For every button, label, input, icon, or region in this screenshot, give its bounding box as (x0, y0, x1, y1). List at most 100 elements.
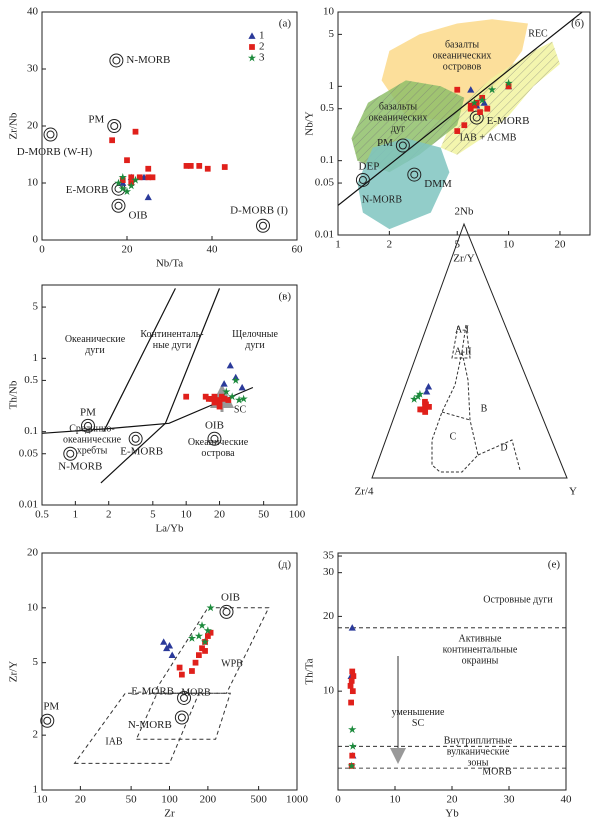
marker (183, 393, 190, 400)
marker (424, 382, 433, 390)
annotation: REC (528, 28, 548, 40)
x-tick-label: 50 (258, 509, 270, 521)
y-tick-label: 1 (33, 784, 39, 796)
marker (136, 174, 143, 181)
x-axis-label: Yb (445, 808, 459, 817)
annotation: IAB + ACMB (459, 132, 517, 144)
marker (196, 163, 203, 169)
reference-label: DMM (424, 178, 452, 190)
field-boundary (451, 325, 471, 359)
marker (467, 102, 474, 109)
y-tick-label: 5 (33, 656, 39, 668)
marker (145, 174, 152, 181)
marker (348, 741, 357, 750)
marker (200, 637, 210, 646)
boundary-line (103, 288, 176, 432)
corner-label: Y (569, 486, 577, 498)
marker (226, 361, 234, 369)
reference-label: N-MORB (126, 54, 170, 66)
reference-point (219, 604, 234, 619)
marker (454, 86, 461, 93)
marker (206, 603, 215, 612)
marker (410, 394, 419, 403)
annotation: MORB (482, 766, 512, 778)
marker (348, 624, 356, 631)
y-tick-label: 0.05 (19, 447, 39, 459)
marker (127, 181, 136, 190)
reference-label: PM (377, 137, 393, 149)
reference-label: E-MORB (487, 115, 530, 127)
marker (207, 629, 214, 636)
x-tick-label: 10 (181, 509, 193, 521)
reference-point-inner (259, 221, 267, 230)
reference-label: E-MORB (131, 686, 174, 698)
reference-point-inner (114, 201, 123, 210)
marker (461, 122, 468, 129)
marker (196, 652, 202, 659)
marker (415, 389, 424, 398)
legend-marker (249, 44, 255, 50)
marker (228, 392, 237, 401)
annotation: уменьшение SC (391, 707, 445, 729)
x-tick-label: 100 (161, 794, 178, 806)
annotation: Срединно- океанические хребты (62, 423, 122, 457)
plot-frame (41, 284, 298, 506)
marker (423, 388, 431, 395)
y-tick-label: 30 (27, 63, 39, 75)
x-tick-label: 10 (503, 239, 515, 251)
legend-marker (247, 53, 257, 62)
annotation: Активные континентальные окраины (442, 633, 518, 667)
x-tick-label: 0.5 (35, 509, 49, 521)
legend-marker (248, 32, 256, 39)
reference-label: N-MORB (58, 460, 102, 472)
reference-point (207, 431, 222, 446)
field (135, 692, 231, 740)
y-tick-label: 0.5 (320, 102, 334, 114)
y-tick-label: 0 (33, 234, 39, 246)
reference-point (107, 119, 122, 133)
reference-label: E-MORB (120, 445, 163, 457)
annotation: IAB (105, 736, 123, 748)
y-tick-label: 10 (27, 177, 39, 189)
y-tick-label: 5 (33, 301, 39, 313)
x-tick-label: 500 (250, 794, 267, 806)
marker (176, 664, 183, 671)
marker (114, 178, 123, 187)
plot-frame (41, 552, 298, 791)
annotation: Щелочные дуги (232, 329, 278, 351)
marker (347, 761, 356, 770)
y-tick-label: 0.05 (315, 177, 335, 189)
marker (204, 165, 211, 172)
reference-point-inner (66, 449, 75, 458)
marker (348, 725, 357, 734)
annotation: N-MORB (361, 194, 403, 206)
reference-point-inner (180, 693, 189, 702)
marker (128, 174, 135, 181)
x-axis-label: La/Yb (155, 523, 184, 535)
reference-point (407, 167, 422, 182)
marker (417, 406, 424, 413)
reference-point-inner (83, 421, 92, 430)
field-hatch (440, 41, 560, 155)
y-tick-label: 0.1 (320, 154, 334, 166)
reference-point (80, 418, 95, 433)
marker (467, 86, 475, 93)
reference-point (111, 198, 126, 213)
reference-point-inner (112, 56, 121, 65)
marker (131, 175, 140, 184)
reference-label: OIB (221, 591, 240, 603)
marker (484, 105, 491, 112)
y-tick-label: 20 (323, 610, 335, 622)
triangle-frame (371, 222, 568, 479)
reference-label: PM (80, 406, 96, 418)
marker (194, 631, 203, 640)
x-tick-label: 2 (106, 509, 112, 521)
marker (347, 683, 354, 689)
marker (454, 128, 461, 134)
marker (488, 85, 497, 94)
reference-point (63, 446, 78, 461)
marker (216, 403, 223, 410)
annotation: базальты океанических дуг (368, 101, 428, 135)
y-tick-label: 0.1 (24, 425, 38, 437)
